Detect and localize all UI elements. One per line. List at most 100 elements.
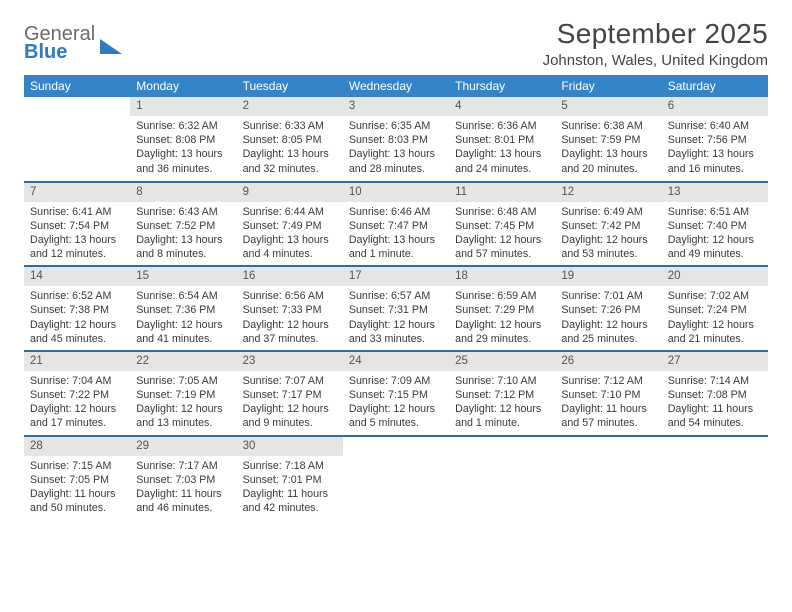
calendar-week: 28Sunrise: 7:15 AMSunset: 7:05 PMDayligh… [24, 435, 768, 519]
sunrise-text: Sunrise: 7:14 AM [668, 374, 762, 388]
day-body: Sunrise: 6:59 AMSunset: 7:29 PMDaylight:… [449, 286, 555, 350]
day-body: Sunrise: 7:14 AMSunset: 7:08 PMDaylight:… [662, 371, 768, 435]
day-body: Sunrise: 7:15 AMSunset: 7:05 PMDaylight:… [24, 456, 130, 520]
sunset-text: Sunset: 7:54 PM [30, 219, 124, 233]
sunrise-text: Sunrise: 6:33 AM [243, 119, 337, 133]
sunset-text: Sunset: 7:08 PM [668, 388, 762, 402]
calendar-cell: 5Sunrise: 6:38 AMSunset: 7:59 PMDaylight… [555, 97, 661, 181]
weekday-header: Sunday [24, 75, 130, 97]
daylight-text: Daylight: 12 hours and 25 minutes. [561, 318, 655, 346]
sunset-text: Sunset: 7:33 PM [243, 303, 337, 317]
calendar-cell: 17Sunrise: 6:57 AMSunset: 7:31 PMDayligh… [343, 266, 449, 351]
sunrise-text: Sunrise: 6:40 AM [668, 119, 762, 133]
daylight-text: Daylight: 13 hours and 8 minutes. [136, 233, 230, 261]
sunset-text: Sunset: 7:26 PM [561, 303, 655, 317]
sunset-text: Sunset: 7:45 PM [455, 219, 549, 233]
sunrise-text: Sunrise: 6:38 AM [561, 119, 655, 133]
sunrise-text: Sunrise: 7:18 AM [243, 459, 337, 473]
calendar-cell: 4Sunrise: 6:36 AMSunset: 8:01 PMDaylight… [449, 97, 555, 181]
calendar-cell: 22Sunrise: 7:05 AMSunset: 7:19 PMDayligh… [130, 350, 236, 435]
daylight-text: Daylight: 12 hours and 29 minutes. [455, 318, 549, 346]
day-body: Sunrise: 7:09 AMSunset: 7:15 PMDaylight:… [343, 371, 449, 435]
calendar-cell: 6Sunrise: 6:40 AMSunset: 7:56 PMDaylight… [662, 97, 768, 181]
sunset-text: Sunset: 7:22 PM [30, 388, 124, 402]
daylight-text: Daylight: 12 hours and 49 minutes. [668, 233, 762, 261]
sunset-text: Sunset: 7:31 PM [349, 303, 443, 317]
calendar-cell: 30Sunrise: 7:18 AMSunset: 7:01 PMDayligh… [237, 435, 343, 519]
calendar-cell: 14Sunrise: 6:52 AMSunset: 7:38 PMDayligh… [24, 266, 130, 351]
sunset-text: Sunset: 7:10 PM [561, 388, 655, 402]
daylight-text: Daylight: 13 hours and 20 minutes. [561, 147, 655, 175]
day-number: 28 [24, 436, 130, 456]
weekday-header: Monday [130, 75, 236, 97]
weekday-header: Friday [555, 75, 661, 97]
day-number: 22 [130, 351, 236, 371]
daylight-text: Daylight: 12 hours and 57 minutes. [455, 233, 549, 261]
day-body: Sunrise: 6:46 AMSunset: 7:47 PMDaylight:… [343, 202, 449, 266]
sunset-text: Sunset: 8:05 PM [243, 133, 337, 147]
sunrise-text: Sunrise: 6:48 AM [455, 205, 549, 219]
sunrise-text: Sunrise: 7:15 AM [30, 459, 124, 473]
day-body: Sunrise: 6:33 AMSunset: 8:05 PMDaylight:… [237, 116, 343, 180]
sunrise-text: Sunrise: 6:59 AM [455, 289, 549, 303]
calendar-cell: 18Sunrise: 6:59 AMSunset: 7:29 PMDayligh… [449, 266, 555, 351]
calendar-cell: 8Sunrise: 6:43 AMSunset: 7:52 PMDaylight… [130, 181, 236, 266]
day-number: 3 [343, 97, 449, 116]
weekday-header: Saturday [662, 75, 768, 97]
daylight-text: Daylight: 12 hours and 37 minutes. [243, 318, 337, 346]
calendar-cell: 15Sunrise: 6:54 AMSunset: 7:36 PMDayligh… [130, 266, 236, 351]
calendar-cell: 21Sunrise: 7:04 AMSunset: 7:22 PMDayligh… [24, 350, 130, 435]
day-body: Sunrise: 6:43 AMSunset: 7:52 PMDaylight:… [130, 202, 236, 266]
daylight-text: Daylight: 13 hours and 16 minutes. [668, 147, 762, 175]
calendar-head: SundayMondayTuesdayWednesdayThursdayFrid… [24, 75, 768, 97]
daylight-text: Daylight: 12 hours and 1 minute. [455, 402, 549, 430]
sunset-text: Sunset: 7:29 PM [455, 303, 549, 317]
day-body: Sunrise: 6:35 AMSunset: 8:03 PMDaylight:… [343, 116, 449, 180]
day-number: 19 [555, 266, 661, 286]
day-number: 30 [237, 436, 343, 456]
sunset-text: Sunset: 7:01 PM [243, 473, 337, 487]
sunrise-text: Sunrise: 7:17 AM [136, 459, 230, 473]
daylight-text: Daylight: 12 hours and 33 minutes. [349, 318, 443, 346]
daylight-text: Daylight: 13 hours and 4 minutes. [243, 233, 337, 261]
daylight-text: Daylight: 13 hours and 32 minutes. [243, 147, 337, 175]
calendar-cell: 3Sunrise: 6:35 AMSunset: 8:03 PMDaylight… [343, 97, 449, 181]
weekday-header: Thursday [449, 75, 555, 97]
daylight-text: Daylight: 12 hours and 53 minutes. [561, 233, 655, 261]
calendar-cell: 12Sunrise: 6:49 AMSunset: 7:42 PMDayligh… [555, 181, 661, 266]
sunrise-text: Sunrise: 6:54 AM [136, 289, 230, 303]
calendar-cell: 11 Sunrise: 6:48 AMSunset: 7:45 PMDayligh… [449, 181, 555, 266]
calendar-cell [662, 435, 768, 519]
sunset-text: Sunset: 8:08 PM [136, 133, 230, 147]
day-body: Sunrise: 7:05 AMSunset: 7:19 PMDaylight:… [130, 371, 236, 435]
day-number: 14 [24, 266, 130, 286]
calendar-cell: 23Sunrise: 7:07 AMSunset: 7:17 PMDayligh… [237, 350, 343, 435]
day-number: 15 [130, 266, 236, 286]
page-subtitle: Johnston, Wales, United Kingdom [543, 52, 768, 69]
sunrise-text: Sunrise: 7:12 AM [561, 374, 655, 388]
day-body: Sunrise: 6:36 AMSunset: 8:01 PMDaylight:… [449, 116, 555, 180]
day-number: 21 [24, 351, 130, 371]
sunset-text: Sunset: 7:03 PM [136, 473, 230, 487]
calendar-cell: 29Sunrise: 7:17 AMSunset: 7:03 PMDayligh… [130, 435, 236, 519]
sunset-text: Sunset: 7:40 PM [668, 219, 762, 233]
daylight-text: Daylight: 13 hours and 24 minutes. [455, 147, 549, 175]
daylight-text: Daylight: 11 hours and 54 minutes. [668, 402, 762, 430]
day-number: 13 [662, 182, 768, 202]
sunrise-text: Sunrise: 6:51 AM [668, 205, 762, 219]
calendar-cell: 9Sunrise: 6:44 AMSunset: 7:49 PMDaylight… [237, 181, 343, 266]
sunrise-text: Sunrise: 6:41 AM [30, 205, 124, 219]
day-body: Sunrise: 6:54 AMSunset: 7:36 PMDaylight:… [130, 286, 236, 350]
day-number: 4 [449, 97, 555, 116]
day-number: 11 [449, 182, 555, 202]
day-body: Sunrise: 7:17 AMSunset: 7:03 PMDaylight:… [130, 456, 236, 520]
calendar-cell [555, 435, 661, 519]
day-body: Sunrise: 7:12 AMSunset: 7:10 PMDaylight:… [555, 371, 661, 435]
daylight-text: Daylight: 12 hours and 13 minutes. [136, 402, 230, 430]
calendar-cell: 10Sunrise: 6:46 AMSunset: 7:47 PMDayligh… [343, 181, 449, 266]
calendar-cell: 25Sunrise: 7:10 AMSunset: 7:12 PMDayligh… [449, 350, 555, 435]
calendar-cell: 19Sunrise: 7:01 AMSunset: 7:26 PMDayligh… [555, 266, 661, 351]
sunset-text: Sunset: 7:12 PM [455, 388, 549, 402]
page-title: September 2025 [543, 18, 768, 50]
sunrise-text: Sunrise: 6:35 AM [349, 119, 443, 133]
